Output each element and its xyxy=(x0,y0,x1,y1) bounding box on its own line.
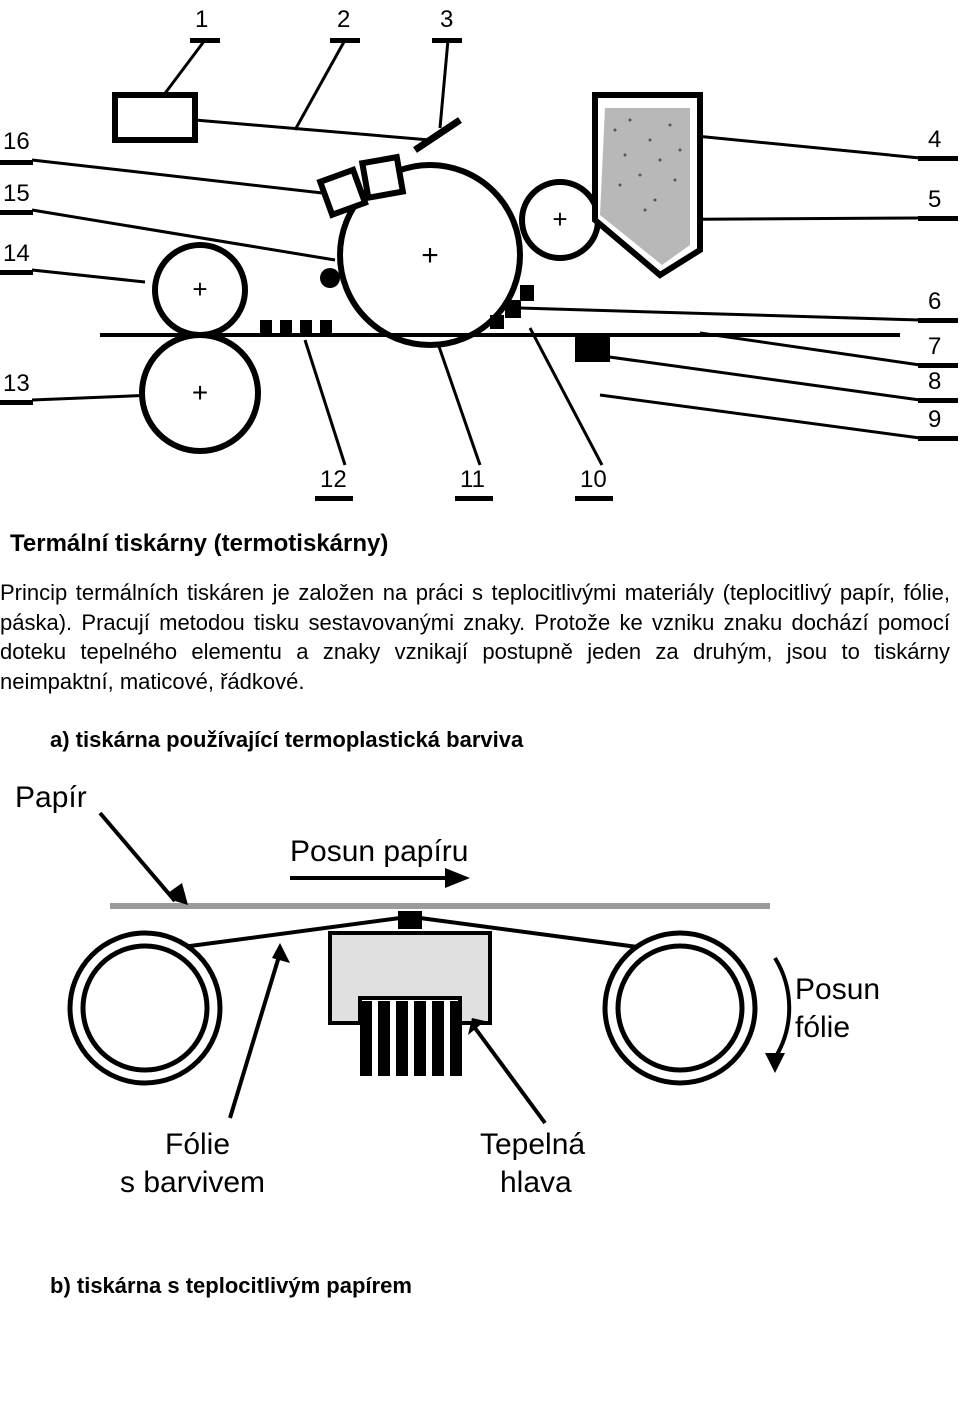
callout-11: 11 xyxy=(460,466,485,494)
callout-10: 10 xyxy=(580,466,607,494)
label-posun-papiru: Posun papíru xyxy=(290,835,468,869)
callout-15: 15 xyxy=(3,180,30,208)
callout-7: 7 xyxy=(928,333,941,361)
svg-text:+: + xyxy=(192,274,207,304)
svg-text:+: + xyxy=(192,377,208,408)
callout-16: 16 xyxy=(3,128,30,156)
callout-14: 14 xyxy=(3,240,30,268)
label-posun-folie-1: Posun xyxy=(795,973,880,1007)
mechanism-diagram: + + xyxy=(0,0,960,510)
thermal-head-diagram: Papír Posun papíru Posun fólie Fólie s b… xyxy=(0,773,960,1233)
paragraph-main: Princip termálních tiskáren je založen n… xyxy=(0,578,950,697)
label-papir: Papír xyxy=(15,781,87,815)
label-folie: Fólie xyxy=(165,1128,230,1162)
callout-13: 13 xyxy=(3,370,30,398)
callout-2: 2 xyxy=(337,6,350,34)
mechanism-svg: + + xyxy=(0,0,960,510)
section-heading: Termální tiskárny (termotiskárny) xyxy=(10,530,950,558)
callout-8: 8 xyxy=(928,368,941,396)
callout-12: 12 xyxy=(320,466,347,494)
label-tepelna: Tepelná xyxy=(480,1128,585,1162)
svg-text:+: + xyxy=(552,204,567,234)
callout-5: 5 xyxy=(928,186,941,214)
subheading-b: b) tiskárna s teplocitlivým papírem xyxy=(50,1273,960,1299)
label-posun-folie-2: fólie xyxy=(795,1011,850,1045)
label-s-barvivem: s barvivem xyxy=(120,1166,265,1200)
subheading-a: a) tiskárna používající termoplastická b… xyxy=(50,727,950,753)
label-hlava: hlava xyxy=(500,1166,572,1200)
callout-9: 9 xyxy=(928,406,941,434)
callout-6: 6 xyxy=(928,288,941,316)
callout-4: 4 xyxy=(928,126,941,154)
callout-1: 1 xyxy=(195,6,208,34)
callout-3: 3 xyxy=(440,6,453,34)
svg-text:+: + xyxy=(421,239,439,272)
